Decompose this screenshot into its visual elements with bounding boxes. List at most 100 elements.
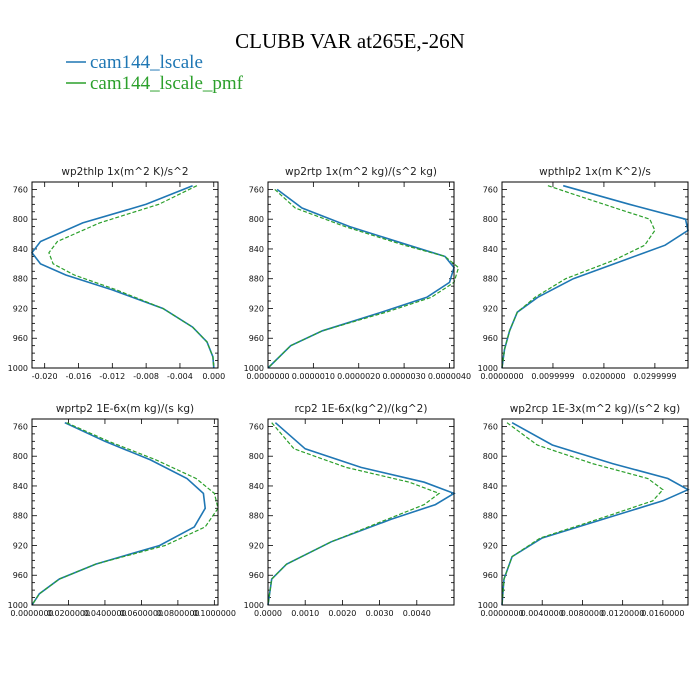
- x-tick-label: -0.016: [66, 372, 92, 381]
- panel-4: wprtp2 1E-6x(m kg)/(s kg) 760 800 840 880 920…: [8, 403, 236, 618]
- plot-frame: [501, 181, 689, 369]
- x-tick-label: 0.0400000: [83, 609, 126, 618]
- x-tick-label: 0.0800000: [156, 609, 199, 618]
- y-tick-label: 800: [483, 215, 498, 224]
- series-line-cam144-lscale-pmf: [267, 422, 441, 606]
- x-tick-label: -0.004: [167, 372, 193, 381]
- series-line-cam144-lscale: [30, 184, 215, 369]
- x-tick-label: 0.0000000: [480, 609, 523, 618]
- panel-1: wp2thlp 1x(m^2 K)/s^2 760 800 840 880 920 960 1…: [8, 166, 226, 381]
- series-line-cam144-lscale: [267, 188, 455, 369]
- panel-title: wprtp2 1E-6x(m kg)/(s kg): [56, 403, 194, 415]
- x-tick-label: 0.0010: [291, 609, 319, 618]
- panel-title: wp2rcp 1E-3x(m^2 kg)/(s^2 kg): [510, 403, 681, 415]
- y-tick-label: 800: [483, 452, 498, 461]
- x-tick-label: 0.0000020: [337, 372, 380, 381]
- plot-frame: [267, 181, 455, 369]
- series-line-cam144-lscale-pmf: [267, 188, 460, 369]
- x-tick-label: 0.0160000: [641, 609, 684, 618]
- x-tick-label: -0.012: [99, 372, 125, 381]
- x-tick-label: -0.008: [133, 372, 159, 381]
- x-tick-label: 0.0000040: [428, 372, 471, 381]
- x-tick-label: 0.0099999: [531, 372, 574, 381]
- x-tick-label: 0.1000000: [193, 609, 236, 618]
- x-tick-label: 0.0200000: [47, 609, 90, 618]
- plot-frame: [501, 418, 689, 606]
- y-tick-label: 800: [249, 452, 264, 461]
- y-tick-label: 920: [249, 541, 264, 550]
- y-tick-label: 960: [13, 571, 28, 580]
- legend-label-cam144-lscale-pmf: cam144_lscale_pmf: [90, 73, 244, 94]
- y-tick-label: 920: [483, 304, 498, 313]
- panel-title: wpthlp2 1x(m K^2)/s: [539, 166, 651, 178]
- plot-frame: [267, 418, 455, 606]
- y-tick-label: 960: [13, 334, 28, 343]
- y-tick-label: 960: [483, 334, 498, 343]
- panel-title: wp2rtp 1x(m^2 kg)/(s^2 kg): [285, 166, 437, 178]
- y-tick-label: 800: [13, 452, 28, 461]
- y-tick-label: 1000: [244, 601, 264, 610]
- x-tick-label: 0.0040: [403, 609, 431, 618]
- y-tick-label: 920: [13, 304, 28, 313]
- x-tick-label: 0.0080000: [561, 609, 604, 618]
- y-tick-label: 960: [483, 571, 498, 580]
- y-tick-label: 1000: [478, 601, 498, 610]
- y-tick-label: 880: [13, 512, 28, 521]
- y-tick-label: 880: [249, 275, 264, 284]
- panel-6: wp2rcp 1E-3x(m^2 kg)/(s^2 kg) 760 800 840 88…: [478, 403, 690, 618]
- x-tick-label: 0.0299999: [633, 372, 676, 381]
- y-tick-label: 840: [13, 245, 28, 254]
- series-line-cam144-lscale-pmf: [48, 185, 215, 369]
- y-tick-label: 920: [483, 541, 498, 550]
- series-line-cam144-lscale: [31, 421, 207, 606]
- x-tick-label: 0.0000010: [292, 372, 335, 381]
- y-tick-label: 760: [13, 185, 28, 194]
- x-tick-label: 0.0040000: [521, 609, 564, 618]
- y-tick-label: 760: [249, 185, 264, 194]
- x-tick-label: 0.0000000: [10, 609, 53, 618]
- plot-frame: [31, 418, 219, 606]
- y-tick-label: 840: [483, 245, 498, 254]
- y-tick-label: 920: [249, 304, 264, 313]
- y-tick-label: 760: [249, 422, 264, 431]
- y-tick-label: 760: [483, 185, 498, 194]
- x-tick-label: 0.0200000: [582, 372, 625, 381]
- panel-5: rcp2 1E-6x(kg^2)/(kg^2) 760 800 840 880 920 96…: [244, 403, 456, 618]
- series-line-cam144-lscale-pmf: [31, 422, 219, 606]
- legend: cam144_lscale cam144_lscale_pmf: [66, 52, 244, 94]
- panel-3: wpthlp2 1x(m K^2)/s 760 800 840 880 920 960 100…: [478, 166, 689, 381]
- y-tick-label: 880: [483, 275, 498, 284]
- y-tick-label: 960: [249, 571, 264, 580]
- y-tick-label: 920: [13, 541, 28, 550]
- series-line-cam144-lscale: [501, 422, 690, 606]
- series-line-cam144-lscale-pmf: [501, 422, 664, 606]
- plot-frame: [31, 181, 219, 369]
- y-tick-label: 960: [249, 334, 264, 343]
- panel-title: wp2thlp 1x(m^2 K)/s^2: [61, 166, 188, 178]
- y-tick-label: 880: [249, 512, 264, 521]
- x-tick-label: -0.020: [32, 372, 58, 381]
- y-tick-label: 1000: [8, 364, 28, 373]
- y-tick-label: 880: [483, 512, 498, 521]
- y-tick-label: 800: [249, 215, 264, 224]
- x-tick-label: 0.0000030: [382, 372, 425, 381]
- x-tick-label: 0.0020: [328, 609, 356, 618]
- x-tick-label: 0.0120000: [601, 609, 644, 618]
- chart-title: CLUBB VAR at265E,-26N: [235, 29, 465, 53]
- y-tick-label: 1000: [478, 364, 498, 373]
- y-tick-label: 840: [249, 482, 264, 491]
- y-tick-label: 840: [483, 482, 498, 491]
- y-tick-label: 760: [13, 422, 28, 431]
- legend-label-cam144-lscale: cam144_lscale: [90, 52, 203, 73]
- x-tick-label: 0.0000: [254, 609, 282, 618]
- y-tick-label: 1000: [8, 601, 28, 610]
- series-line-cam144-lscale: [501, 184, 689, 369]
- y-tick-label: 760: [483, 422, 498, 431]
- y-tick-label: 1000: [244, 364, 264, 373]
- y-tick-label: 840: [249, 245, 264, 254]
- x-tick-label: 0.0600000: [120, 609, 163, 618]
- x-tick-label: 0.0030: [366, 609, 394, 618]
- panel-title: rcp2 1E-6x(kg^2)/(kg^2): [295, 403, 428, 415]
- panel-2: wp2rtp 1x(m^2 kg)/(s^2 kg) 760 800 840 880 92…: [244, 166, 471, 381]
